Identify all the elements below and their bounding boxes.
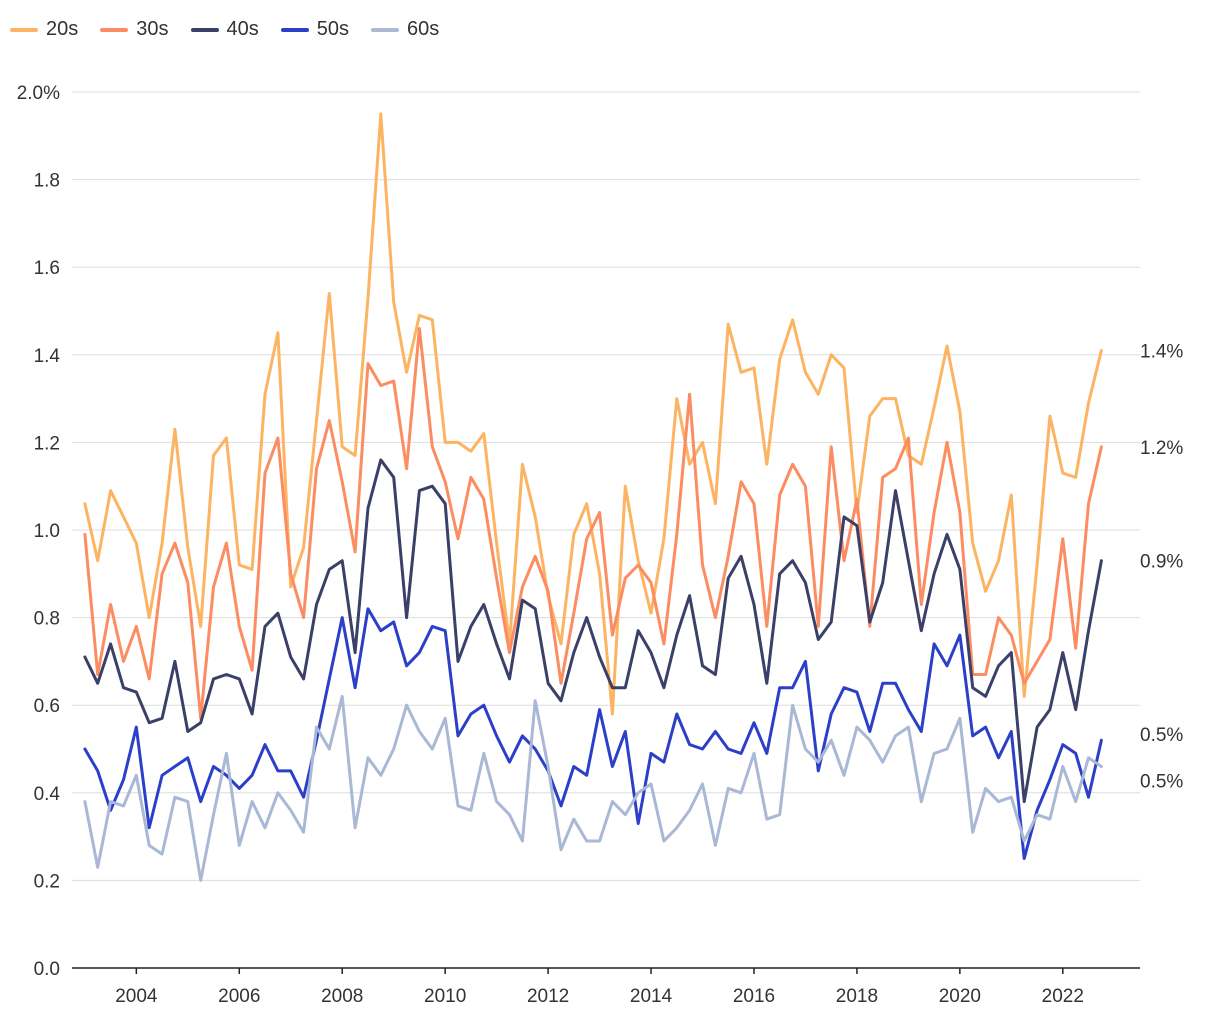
legend-label-20s: 20s (46, 18, 79, 40)
legend: 20s 30s 40s 50s 60s (10, 18, 439, 41)
x-tick-label-9: 2022 (1042, 986, 1084, 1007)
legend-item-50s: 50s (280, 18, 349, 41)
series-line-50s (83, 607, 1103, 860)
x-tick-label-6: 2016 (733, 986, 775, 1007)
y-tick-label-2: 0.4 (34, 784, 61, 805)
x-tick-label-2: 2008 (321, 986, 363, 1007)
legend-swatch-50s (280, 27, 309, 32)
series-line-40s (83, 458, 1103, 804)
y-tick-label-4: 0.8 (34, 609, 60, 630)
x-tick-label-7: 2018 (836, 986, 878, 1007)
legend-swatch-40s (190, 27, 219, 32)
legend-swatch-60s (371, 27, 399, 32)
y-tick-label-3: 0.6 (34, 696, 60, 717)
y-tick-label-0: 0.0 (34, 959, 60, 980)
end-label-30s: 1.2% (1140, 438, 1183, 459)
y-tick-label-9: 1.8 (34, 171, 60, 192)
y-tick-label-8: 1.6 (34, 258, 60, 279)
x-tick-label-8: 2020 (939, 986, 981, 1007)
y-tick-label-7: 1.4 (34, 346, 61, 367)
y-tick-label-6: 1.2 (34, 433, 60, 454)
y-tick-label-1: 0.2 (34, 871, 60, 892)
x-tick-label-4: 2012 (527, 986, 569, 1007)
x-tick-label-0: 2004 (115, 986, 158, 1007)
legend-label-40s: 40s (226, 18, 259, 40)
legend-item-40s: 40s (190, 18, 259, 41)
legend-item-30s: 30s (100, 18, 169, 41)
end-label-40s: 0.9% (1140, 552, 1183, 573)
legend-label-60s: 60s (407, 18, 440, 40)
y-tick-label-5: 1.0 (34, 521, 60, 542)
legend-item-60s: 60s (371, 18, 439, 41)
end-label-50s: 0.5% (1140, 725, 1183, 746)
end-label-20s: 1.4% (1140, 341, 1183, 362)
legend-swatch-20s (10, 27, 38, 32)
series-line-60s (83, 694, 1103, 882)
legend-item-20s: 20s (10, 18, 78, 41)
end-label-60s: 0.5% (1140, 772, 1183, 793)
x-tick-label-5: 2014 (630, 986, 673, 1007)
x-tick-label-1: 2006 (218, 986, 260, 1007)
series-line-30s (83, 327, 1103, 720)
legend-label-50s: 50s (316, 18, 349, 40)
y-tick-label-10: 2.0% (17, 83, 60, 104)
series-line-20s (83, 112, 1103, 716)
legend-swatch-30s (100, 27, 129, 32)
x-tick-label-3: 2010 (424, 986, 466, 1007)
legend-label-30s: 30s (136, 18, 169, 40)
